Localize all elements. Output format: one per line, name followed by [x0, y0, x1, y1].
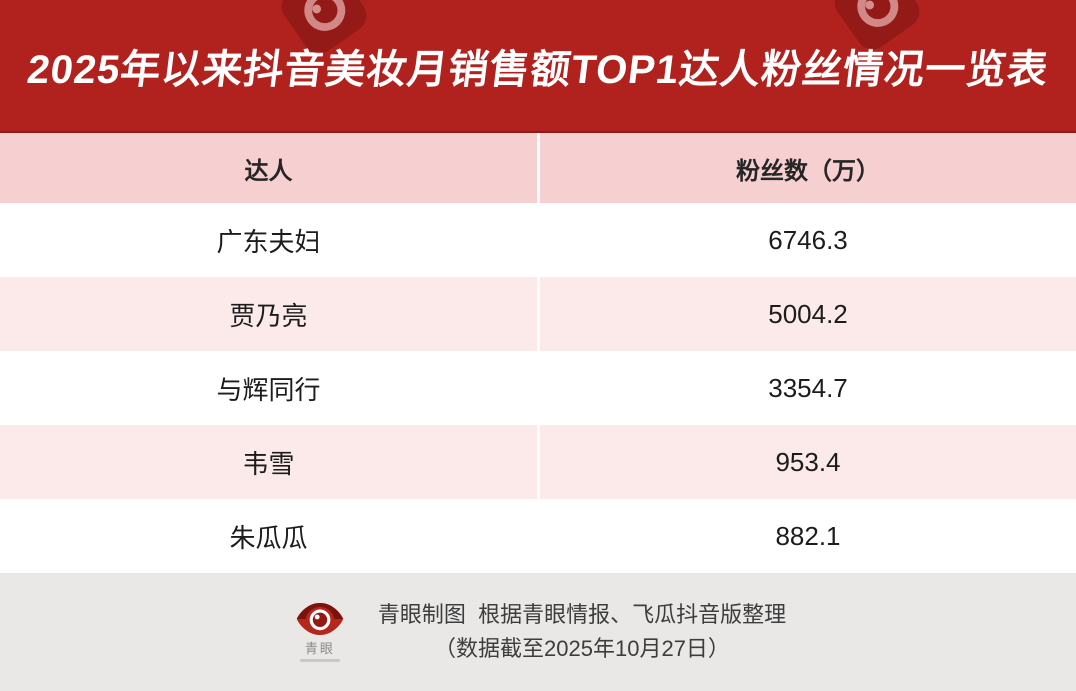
fans-table: 达人 粉丝数（万） 广东夫妇 6746.3 贾乃亮 5004.2 与辉同行 33…: [0, 133, 1076, 573]
fans-count: 6746.3: [768, 224, 848, 255]
column-divider: [537, 425, 540, 499]
column-divider: [537, 499, 540, 573]
table-body: 广东夫妇 6746.3 贾乃亮 5004.2 与辉同行 3354.7 韦雪 95…: [0, 203, 1076, 573]
table-row: 朱瓜瓜 882.1: [0, 499, 1076, 573]
column-header-daren: 达人: [244, 157, 293, 185]
influencer-name: 贾乃亮: [229, 300, 308, 331]
fans-count: 882.1: [775, 520, 841, 551]
influencer-name: 与辉同行: [216, 374, 321, 405]
fans-count: 953.4: [775, 446, 841, 477]
table-row: 贾乃亮 5004.2: [0, 277, 1076, 351]
table-row: 与辉同行 3354.7: [0, 351, 1076, 425]
qingyan-logo-text: 青眼: [304, 641, 335, 656]
qingyan-eye-logo-icon: [296, 603, 344, 635]
influencer-name: 朱瓜瓜: [229, 522, 308, 553]
footer-date-line: （数据截至2025年10月27日）: [434, 636, 730, 661]
column-divider: [537, 351, 540, 425]
table-row: 广东夫妇 6746.3: [0, 203, 1076, 277]
fans-count: 3354.7: [768, 372, 848, 403]
footer: 青眼 青眼制图 根据青眼情报、飞瓜抖音版整理 （数据截至2025年10月27日）: [0, 573, 1076, 691]
footer-credits: 青眼制图 根据青眼情报、飞瓜抖音版整理 （数据截至2025年10月27日）: [378, 598, 786, 666]
influencer-name: 韦雪: [242, 448, 295, 479]
page-title: 2025年以来抖音美妆月销售额TOP1达人粉丝情况一览表: [24, 47, 1051, 92]
title-banner: 2025年以来抖音美妆月销售额TOP1达人粉丝情况一览表: [0, 0, 1076, 133]
influencer-name: 广东夫妇: [216, 226, 321, 257]
column-divider: [537, 133, 540, 203]
table-row: 韦雪 953.4: [0, 425, 1076, 499]
qingyan-logo: 青眼: [290, 602, 350, 662]
footer-source-line: 青眼制图 根据青眼情报、飞瓜抖音版整理: [377, 602, 787, 627]
qingyan-logo-tagline: [299, 659, 340, 662]
column-divider: [537, 203, 540, 277]
fans-count: 5004.2: [768, 298, 848, 329]
column-header-fans: 粉丝数（万）: [736, 157, 880, 185]
table-header-row: 达人 粉丝数（万）: [0, 133, 1076, 203]
column-divider: [537, 277, 540, 351]
